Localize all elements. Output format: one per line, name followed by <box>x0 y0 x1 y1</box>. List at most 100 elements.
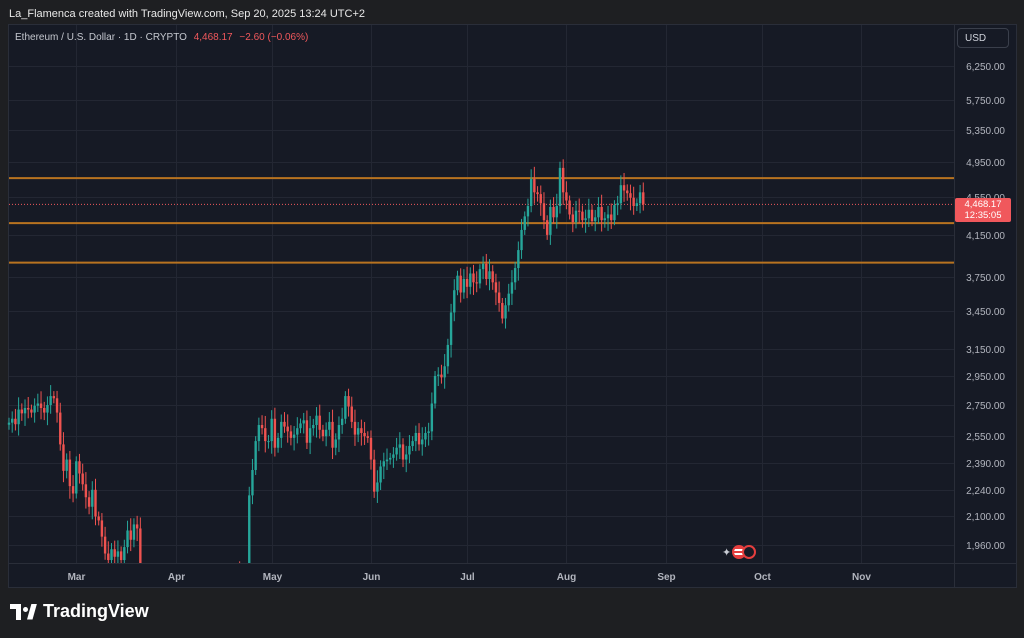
candle[interactable] <box>123 539 126 563</box>
candle[interactable] <box>382 452 385 480</box>
candle[interactable] <box>443 354 446 389</box>
candle[interactable] <box>545 215 549 240</box>
candle[interactable] <box>100 513 104 547</box>
tradingview-logo[interactable]: TradingView <box>10 601 149 622</box>
candle[interactable] <box>456 270 459 296</box>
candle[interactable] <box>568 195 571 220</box>
candle[interactable] <box>59 402 62 451</box>
candle[interactable] <box>427 422 430 446</box>
candle[interactable] <box>257 417 261 452</box>
candle[interactable] <box>315 407 318 438</box>
candle[interactable] <box>574 200 578 229</box>
candle[interactable] <box>446 338 450 374</box>
candle[interactable] <box>11 411 14 433</box>
candle[interactable] <box>389 452 392 465</box>
candle[interactable] <box>504 297 507 329</box>
candle[interactable] <box>578 198 581 223</box>
candle[interactable] <box>449 303 453 358</box>
candle[interactable] <box>497 281 501 312</box>
candle[interactable] <box>405 445 408 473</box>
candle[interactable] <box>635 198 639 212</box>
candle[interactable] <box>283 412 286 433</box>
candle[interactable] <box>289 425 293 446</box>
candle[interactable] <box>110 543 113 563</box>
symbol-legend[interactable]: Ethereum / U.S. Dollar · 1D · CRYPTO 4,4… <box>15 32 308 43</box>
candle[interactable] <box>513 261 517 290</box>
candle[interactable] <box>296 417 299 444</box>
candle[interactable] <box>254 436 257 475</box>
candle[interactable] <box>594 209 597 232</box>
candle[interactable] <box>324 422 328 447</box>
economic-event-icon[interactable] <box>742 545 756 559</box>
candle[interactable] <box>501 298 504 324</box>
candle[interactable] <box>103 526 107 560</box>
candle[interactable] <box>437 367 440 387</box>
candle[interactable] <box>603 212 607 228</box>
candle[interactable] <box>565 181 568 210</box>
candle[interactable] <box>417 423 421 451</box>
candle[interactable] <box>600 194 603 232</box>
candle[interactable] <box>270 410 273 454</box>
candle[interactable] <box>542 192 546 229</box>
candle[interactable] <box>494 273 498 306</box>
candle[interactable] <box>7 417 11 430</box>
candle[interactable] <box>312 418 315 436</box>
candle[interactable] <box>119 546 123 563</box>
candle[interactable] <box>113 540 116 563</box>
candle[interactable] <box>49 385 52 414</box>
candle[interactable] <box>606 205 610 231</box>
candle[interactable] <box>472 264 475 295</box>
candle[interactable] <box>475 271 478 293</box>
candle[interactable] <box>478 264 482 289</box>
candle[interactable] <box>597 197 600 224</box>
candle[interactable] <box>395 437 398 461</box>
candle[interactable] <box>616 195 619 216</box>
candle[interactable] <box>347 388 350 417</box>
candle[interactable] <box>561 159 565 205</box>
candle[interactable] <box>65 453 68 479</box>
candle[interactable] <box>81 463 84 491</box>
candle[interactable] <box>552 197 555 224</box>
candle[interactable] <box>590 204 594 227</box>
candle[interactable] <box>392 447 395 468</box>
candle[interactable] <box>491 265 494 290</box>
candle[interactable] <box>334 433 337 456</box>
candle[interactable] <box>424 426 427 447</box>
candle[interactable] <box>328 412 331 437</box>
candle[interactable] <box>523 211 526 235</box>
candle[interactable] <box>276 432 280 453</box>
candle[interactable] <box>84 472 88 509</box>
candle[interactable] <box>376 470 379 503</box>
candle[interactable] <box>453 279 456 322</box>
candle[interactable] <box>107 541 110 563</box>
candle[interactable] <box>20 403 24 421</box>
candle[interactable] <box>465 266 469 299</box>
candle[interactable] <box>273 407 277 457</box>
candle[interactable] <box>318 404 321 439</box>
candle[interactable] <box>116 540 120 563</box>
candle[interactable] <box>469 267 472 295</box>
candle[interactable] <box>350 396 353 429</box>
candle[interactable] <box>353 409 357 446</box>
candle[interactable] <box>430 392 434 441</box>
candle[interactable] <box>132 518 136 548</box>
candle[interactable] <box>62 432 65 483</box>
candle[interactable] <box>366 431 369 443</box>
currency-button[interactable]: USD <box>957 28 1009 48</box>
candle[interactable] <box>356 422 360 443</box>
candle[interactable] <box>629 184 632 211</box>
candle[interactable] <box>619 175 623 210</box>
candle[interactable] <box>264 415 267 453</box>
candle[interactable] <box>27 396 30 419</box>
candle[interactable] <box>549 199 552 245</box>
candle[interactable] <box>533 166 536 204</box>
candle[interactable] <box>248 486 251 563</box>
candle[interactable] <box>305 410 309 449</box>
candle[interactable] <box>30 404 33 418</box>
candle[interactable] <box>587 198 591 228</box>
candle[interactable] <box>401 438 405 468</box>
candle[interactable] <box>68 450 72 499</box>
candle[interactable] <box>581 205 584 228</box>
candle[interactable] <box>126 520 129 554</box>
